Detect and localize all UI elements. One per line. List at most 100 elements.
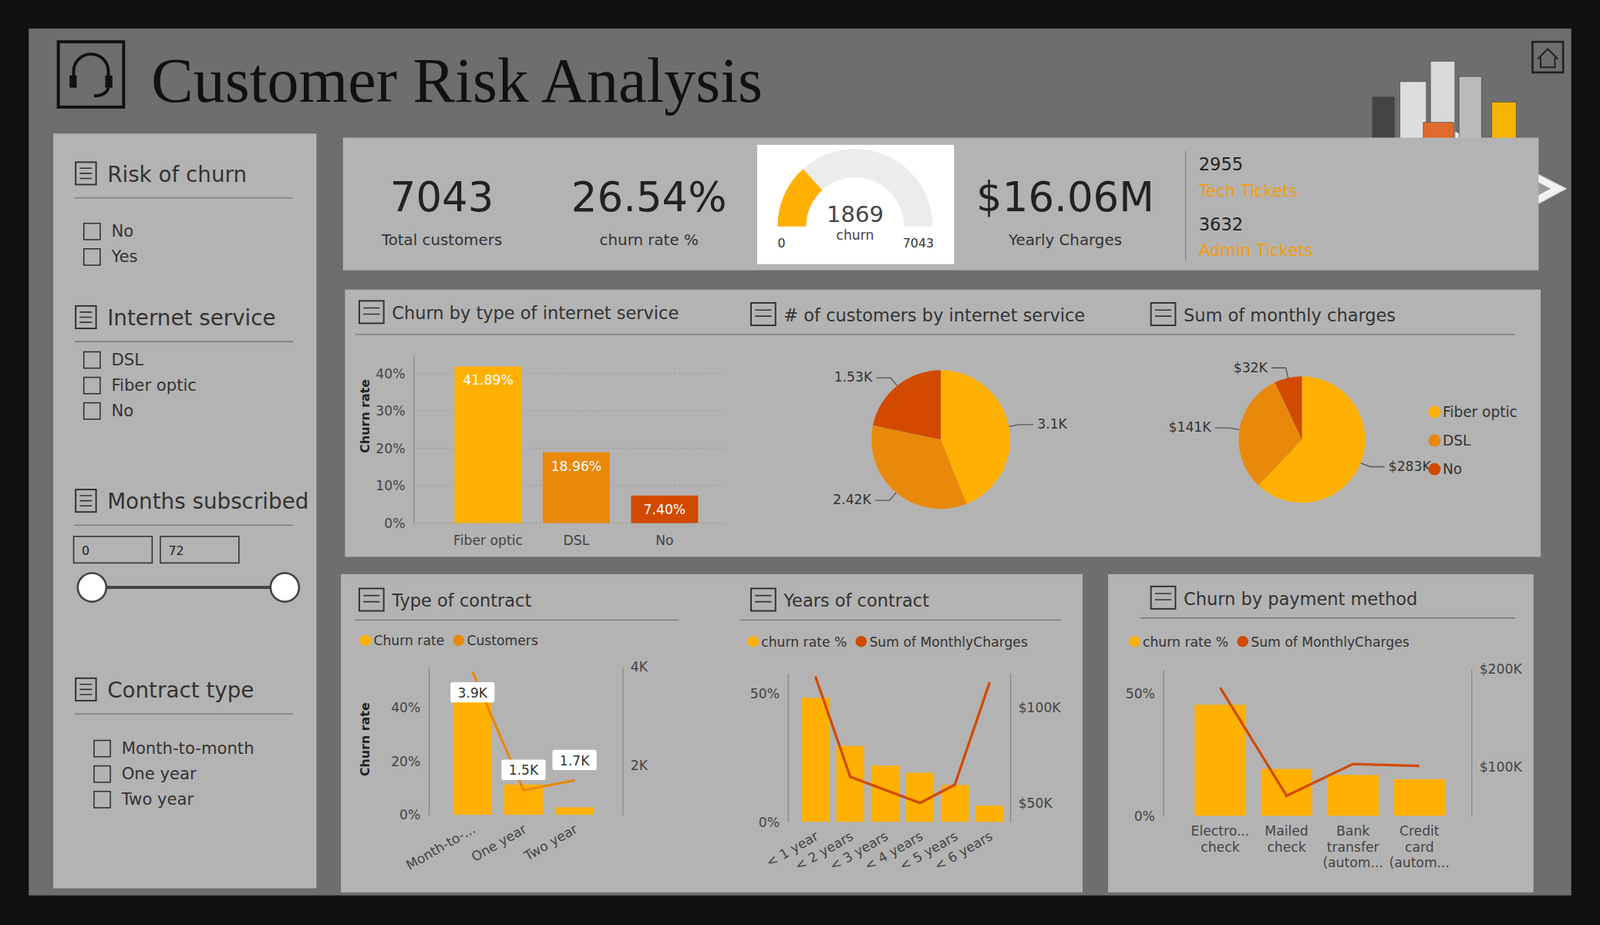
tick: 0% bbox=[1134, 808, 1164, 825]
axis-line bbox=[622, 667, 624, 816]
section-underline bbox=[355, 333, 1516, 335]
tick-label: 0% bbox=[1134, 808, 1156, 825]
legend-label: Sum of MonthlyCharges bbox=[1250, 634, 1410, 651]
filter-option: Two year bbox=[121, 789, 195, 809]
icon-mic bbox=[94, 87, 109, 97]
tick: Banktransfer(autom... bbox=[1322, 818, 1384, 871]
chart-title: Sum of monthly charges bbox=[1151, 303, 1396, 326]
checkbox[interactable] bbox=[84, 249, 101, 266]
kpi-value: 26.54% bbox=[571, 173, 728, 221]
filter-icon-lines bbox=[79, 312, 92, 323]
title-icon bbox=[359, 300, 384, 324]
filter-option: Month-to-month bbox=[121, 738, 255, 758]
title-icon bbox=[751, 588, 776, 611]
bar bbox=[555, 807, 594, 816]
filter-option: Yes bbox=[110, 246, 138, 267]
filter-title: Internet service bbox=[107, 305, 277, 331]
checkbox[interactable] bbox=[84, 223, 101, 240]
tick-label: Creditcard(autom... bbox=[1388, 823, 1450, 871]
y2-axis: $100K$200K bbox=[1471, 661, 1523, 817]
filter: Contract typeMonth-to-monthOne yearTwo y… bbox=[74, 677, 294, 809]
slider-handle[interactable] bbox=[77, 573, 107, 603]
tick: Two year bbox=[521, 817, 582, 865]
checkbox[interactable] bbox=[94, 791, 111, 809]
ticket-label: Tech Tickets bbox=[1198, 181, 1298, 201]
x-axis: < 1 year< 2 years< 3 years< 4 years< 5 y… bbox=[763, 824, 996, 874]
gauge-value bbox=[777, 168, 822, 226]
kpi-value: $16.06M bbox=[976, 173, 1155, 221]
data-label: $283K bbox=[1388, 458, 1432, 475]
tick: No bbox=[655, 527, 674, 549]
checkbox[interactable] bbox=[84, 403, 101, 420]
tick: Month-to-... bbox=[403, 817, 479, 874]
tick: 50% bbox=[750, 686, 789, 702]
kpi-label: churn rate % bbox=[599, 231, 699, 250]
tick-label-line: (autom... bbox=[1322, 855, 1384, 871]
filter-option: DSL bbox=[111, 350, 144, 370]
tick-label-line: card bbox=[1404, 839, 1435, 856]
dashboard: Customer Risk AnalysisRisk of churnNoYes… bbox=[0, 0, 1600, 925]
tick-label-line: Credit bbox=[1399, 823, 1440, 839]
range-input[interactable] bbox=[73, 536, 152, 563]
icon-ear bbox=[105, 75, 113, 88]
checkbox[interactable] bbox=[94, 766, 111, 783]
pie-chart: 3.1K2.42K1.53K bbox=[832, 369, 1068, 509]
tick: One year bbox=[468, 817, 530, 866]
bar bbox=[542, 452, 610, 524]
main-panel bbox=[28, 28, 1571, 896]
bar bbox=[630, 495, 698, 524]
filter-icon-lines bbox=[79, 168, 92, 179]
title-icon-lines bbox=[1155, 593, 1172, 600]
pie-chart: $283K$141K$32KFiber opticDSLNo bbox=[1168, 360, 1518, 504]
slider-handle[interactable] bbox=[270, 573, 300, 603]
tick-label: 0% bbox=[384, 515, 405, 532]
tick-label: 30% bbox=[375, 403, 405, 419]
title-icon-lines bbox=[363, 308, 380, 315]
range-input[interactable] bbox=[160, 536, 240, 563]
pie-slice bbox=[871, 425, 967, 509]
tick-label-line: (autom... bbox=[1388, 855, 1450, 871]
home-icon[interactable] bbox=[1532, 41, 1563, 73]
kpi-value: 7043 bbox=[390, 173, 495, 221]
legend-swatch bbox=[1428, 463, 1441, 476]
filter-title: Risk of churn bbox=[107, 161, 247, 188]
ticket-value: 2955 bbox=[1199, 154, 1243, 175]
range-value: 72 bbox=[168, 543, 185, 559]
title-icon-lines bbox=[363, 596, 380, 603]
chart-title: Churn by type of internet service bbox=[391, 303, 679, 324]
title-icon bbox=[1151, 303, 1176, 326]
tick-label: 50% bbox=[750, 686, 780, 702]
data-label: 7.40% bbox=[643, 501, 687, 518]
tick: 10% bbox=[375, 478, 414, 494]
chart-title: Churn by payment method bbox=[1140, 586, 1516, 619]
y-axis: 0%20%40% bbox=[390, 667, 429, 823]
axis-line bbox=[788, 673, 789, 823]
checkbox[interactable] bbox=[84, 351, 101, 368]
tick: Mailedcheck bbox=[1264, 818, 1308, 855]
tick: $100K bbox=[1010, 700, 1062, 716]
checkbox[interactable] bbox=[94, 741, 111, 758]
section-underline bbox=[355, 619, 679, 621]
leader-line bbox=[875, 492, 896, 501]
chart-panel bbox=[1108, 574, 1534, 893]
icon-headset bbox=[73, 53, 108, 80]
kpi-label: Total customers bbox=[380, 231, 502, 250]
checkbox[interactable] bbox=[84, 377, 101, 395]
legend-swatch bbox=[747, 636, 759, 648]
title-icon-lines bbox=[1155, 309, 1172, 317]
tick-label: 4K bbox=[630, 659, 649, 675]
data-label: 2.42K bbox=[832, 491, 872, 508]
home-icon-roof bbox=[1537, 49, 1558, 68]
tick-label: $200K bbox=[1479, 661, 1523, 678]
gauge: 1869churn07043 bbox=[757, 144, 954, 265]
tick: Fiber optic bbox=[453, 527, 523, 549]
legend-label: Sum of MonthlyCharges bbox=[869, 634, 1028, 651]
filter-underline bbox=[74, 341, 294, 343]
marks bbox=[453, 672, 595, 816]
title-icon bbox=[359, 588, 384, 611]
data-label-box bbox=[552, 750, 597, 771]
legend-swatch bbox=[1236, 636, 1249, 648]
tick-label: DSL bbox=[563, 532, 590, 549]
legend-label: No bbox=[1442, 461, 1462, 478]
tick-label: 20% bbox=[375, 441, 405, 457]
